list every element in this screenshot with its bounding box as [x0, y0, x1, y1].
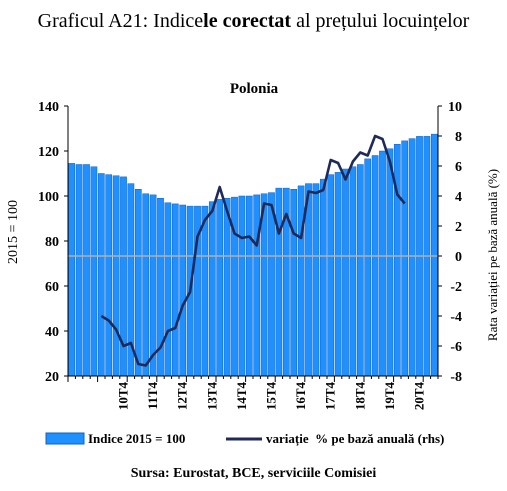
- bar: [97, 173, 105, 377]
- x-tick-label: 14T4: [234, 382, 249, 411]
- bar: [386, 148, 394, 377]
- x-tick-label: 11T4: [145, 382, 160, 410]
- bar: [334, 172, 342, 377]
- x-tick-label: 16T4: [293, 382, 308, 411]
- x-tick-label: 18T4: [352, 382, 367, 411]
- y-tick-label-right: -2: [450, 280, 462, 295]
- bar: [297, 185, 305, 377]
- bar: [342, 168, 349, 377]
- y-tick-label-right: -8: [450, 370, 462, 385]
- y-tick-label-right: 6: [455, 160, 462, 175]
- line-series: [100, 134, 406, 367]
- y-tick-label-right: 2: [455, 220, 462, 235]
- x-tick-label: 20T4: [412, 382, 427, 411]
- bar: [83, 164, 90, 377]
- bar: [268, 192, 275, 377]
- bar: [164, 202, 172, 377]
- y-tick-label-right: 10: [448, 100, 462, 115]
- bar: [112, 175, 120, 377]
- y-ticks-right: 10 8 6 4 2 0 -2 -4 -6 -8: [438, 100, 462, 385]
- bar: [68, 163, 76, 377]
- bar: [379, 150, 386, 377]
- y-ticks-left: 140 120 100 80 60 40 20: [38, 100, 68, 385]
- bar: [238, 195, 246, 377]
- y-tick-label-right: 8: [455, 130, 462, 145]
- y-tick-label-right: 4: [455, 190, 462, 205]
- bar: [223, 198, 231, 377]
- x-tick-label: 17T4: [323, 382, 338, 411]
- y-tick-label-left: 100: [38, 190, 59, 205]
- x-tick-label: 12T4: [175, 382, 190, 411]
- bar: [216, 199, 224, 377]
- bar: [349, 166, 357, 377]
- title-prefix: Graficul A21: Indice: [37, 10, 204, 32]
- bar: [290, 189, 298, 377]
- bar: [149, 194, 157, 377]
- bar: [401, 140, 409, 377]
- legend-bar-swatch: [45, 432, 85, 445]
- x-tick-label: 13T4: [204, 382, 219, 411]
- bar: [105, 174, 113, 377]
- y-tick-label-right: 0: [455, 250, 462, 265]
- bar: [327, 174, 335, 377]
- title-bold: le corectat: [203, 10, 292, 32]
- y-axis-label-left: 2015 = 100: [6, 200, 21, 264]
- y-tick-label-left: 120: [38, 145, 59, 160]
- y-tick-label-left: 20: [45, 370, 59, 385]
- bar: [253, 194, 261, 377]
- bar: [208, 201, 216, 377]
- bar: [312, 183, 320, 377]
- y-tick-label-left: 140: [38, 100, 59, 115]
- bar: [142, 193, 150, 377]
- bar-series: [68, 133, 438, 377]
- chart-title: Polonia: [230, 81, 279, 97]
- legend-bar-label: Indice 2015 = 100: [88, 431, 185, 446]
- y-tick-label-left: 60: [45, 280, 59, 295]
- legend: Indice 2015 = 100 variație % pe bază anu…: [45, 431, 444, 447]
- x-tick-label: 15T4: [264, 382, 279, 411]
- bar: [371, 155, 379, 377]
- bar: [134, 189, 142, 377]
- bar: [171, 203, 179, 377]
- bar: [75, 164, 83, 377]
- legend-line-label: variație % pe bază anuală (rhs): [266, 431, 444, 447]
- title-suffix: al prețului locuințelor: [291, 10, 470, 32]
- bar: [201, 205, 209, 377]
- bar: [319, 178, 327, 377]
- bar: [245, 195, 253, 377]
- bar: [364, 158, 372, 377]
- bar: [179, 204, 187, 377]
- bar: [275, 187, 283, 377]
- x-tick-label: 10T4: [116, 382, 131, 411]
- x-tick-label: 19T4: [382, 382, 397, 411]
- y-tick-label-left: 40: [45, 325, 59, 340]
- bar: [356, 164, 364, 377]
- bar: [408, 138, 416, 377]
- bar: [90, 166, 98, 377]
- x-ticks: 10T4 11T4 12T4 13T4 14T4 15T4 16T4 17T4 18T4 19T4…: [67, 376, 439, 411]
- source-note: Sursa: Eurostat, BCE, serviciile Comisie…: [130, 466, 377, 481]
- y-tick-label-right: -4: [450, 310, 462, 325]
- y-tick-label-right: -6: [450, 340, 462, 355]
- y-axis-label-right: Rata variației pe bază anuală (%): [485, 169, 500, 341]
- bar: [430, 133, 438, 377]
- y-tick-label-left: 80: [45, 235, 59, 250]
- page-title: Graficul A21: Indicele corectat al prețu…: [0, 10, 507, 33]
